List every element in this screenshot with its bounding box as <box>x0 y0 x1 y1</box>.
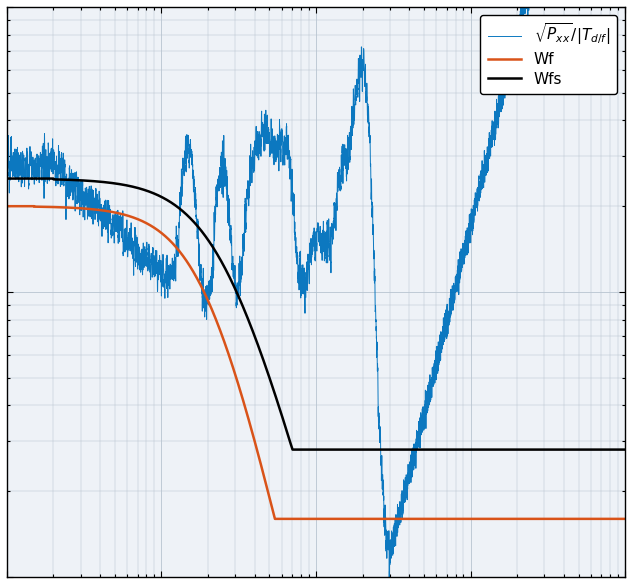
Wf <box>369 515 377 522</box>
$\sqrt{P_{xx}}/|T_{d/f}|$ <box>369 203 377 210</box>
Wfs <box>396 446 403 453</box>
Wf <box>227 357 234 364</box>
Wfs <box>227 276 234 283</box>
Wfs <box>621 446 629 453</box>
Wf <box>271 515 279 522</box>
Line: Wfs: Wfs <box>7 179 625 450</box>
Legend: $\sqrt{P_{xx}}/|T_{d/f}|$, Wf, Wfs: $\sqrt{P_{xx}}/|T_{d/f}|$, Wf, Wfs <box>480 15 617 94</box>
$\sqrt{P_{xx}}/|T_{d/f}|$ <box>461 239 469 246</box>
Wfs <box>34 175 42 182</box>
$\sqrt{P_{xx}}/|T_{d/f}|$ <box>227 224 234 231</box>
Wfs <box>3 175 11 182</box>
Wf <box>3 203 11 210</box>
$\sqrt{P_{xx}}/|T_{d/f}|$ <box>494 109 502 116</box>
Wf <box>396 515 403 522</box>
Wf <box>621 515 629 522</box>
Wf <box>461 515 469 522</box>
Line: $\sqrt{P_{xx}}/|T_{d/f}|$: $\sqrt{P_{xx}}/|T_{d/f}|$ <box>7 0 625 579</box>
$\sqrt{P_{xx}}/|T_{d/f}|$ <box>386 576 393 583</box>
$\sqrt{P_{xx}}/|T_{d/f}|$ <box>34 165 42 172</box>
Wfs <box>494 446 502 453</box>
$\sqrt{P_{xx}}/|T_{d/f}|$ <box>396 522 403 529</box>
Wf <box>494 515 502 522</box>
Wfs <box>461 446 469 453</box>
Wf <box>34 203 42 210</box>
Line: Wf: Wf <box>7 206 625 519</box>
$\sqrt{P_{xx}}/|T_{d/f}|$ <box>3 160 11 167</box>
Wfs <box>289 446 296 453</box>
Wfs <box>369 446 377 453</box>
